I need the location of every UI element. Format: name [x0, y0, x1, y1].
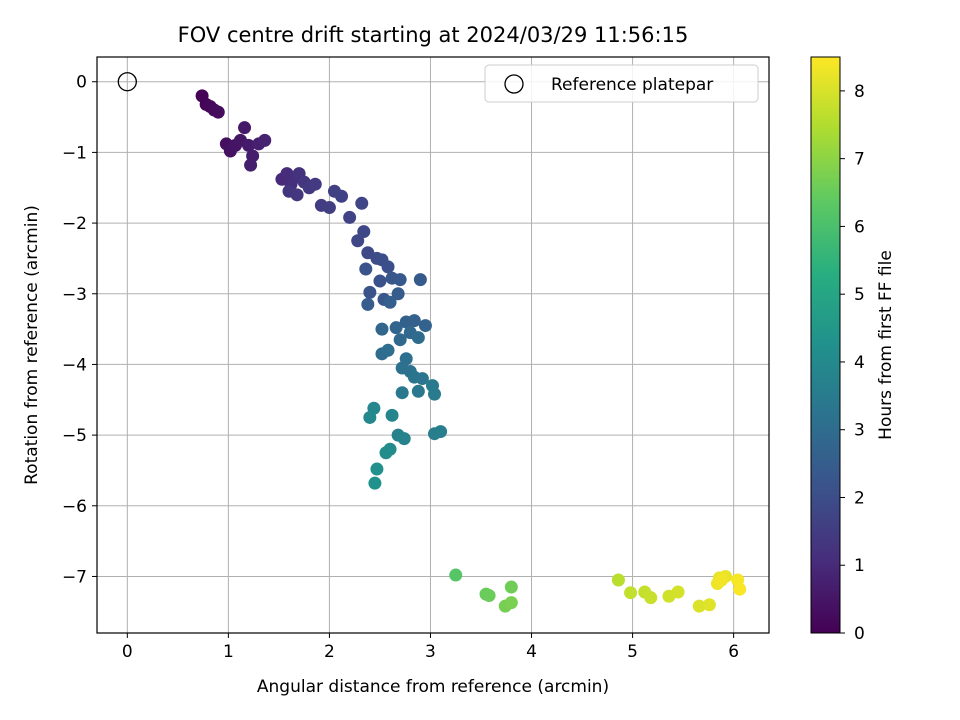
- scatter-point: [418, 319, 432, 333]
- scatter-point: [363, 410, 377, 424]
- scatter-point: [379, 446, 393, 460]
- scatter-point: [351, 234, 365, 248]
- legend-box: [484, 64, 759, 103]
- colorbar-tick-label: 2: [854, 488, 865, 508]
- x-tick-label: 3: [425, 642, 436, 662]
- reference-point: [117, 72, 137, 92]
- scatter-point: [343, 210, 357, 224]
- reference-marker: [117, 72, 137, 92]
- scatter-point: [359, 262, 373, 276]
- scatter-point: [381, 260, 395, 274]
- y-axis-label: Rotation from reference (arcmin): [22, 205, 42, 485]
- chart-title: FOV centre drift starting at 2024/03/29 …: [178, 23, 689, 47]
- scatter-point: [393, 333, 407, 347]
- scatter-point: [733, 582, 747, 596]
- colorbar: [810, 56, 841, 634]
- scatter-point: [692, 599, 706, 613]
- y-tick-label: −1: [62, 143, 87, 163]
- colorbar-tick-label: 4: [854, 353, 865, 373]
- y-tick-label: −5: [62, 426, 87, 446]
- scatter-point: [238, 121, 252, 135]
- y-tick-label: −4: [62, 355, 87, 375]
- scatter-point: [504, 596, 518, 610]
- scatter-point: [411, 384, 425, 398]
- colorbar-tick-label: 6: [854, 217, 865, 237]
- scatter-point: [389, 321, 403, 335]
- colorbar-tick-label: 8: [854, 82, 865, 102]
- colorbar-tick-label: 1: [854, 556, 865, 576]
- scatter-point: [397, 432, 411, 446]
- scatter-point: [395, 386, 409, 400]
- scatter-point: [242, 138, 256, 152]
- legend-marker-reference: [504, 74, 524, 94]
- y-tick-label: 0: [76, 73, 87, 93]
- y-tick-label: −7: [62, 567, 87, 587]
- scatter-point: [449, 568, 463, 582]
- scatter-point: [385, 408, 399, 422]
- x-axis-ticks: 0 1 2 3 4 5 6: [122, 633, 739, 662]
- colorbar-ticks: 0 1 2 3 4 5 6 7 8: [840, 82, 865, 644]
- scatter-point: [504, 580, 518, 594]
- scatter-point: [611, 573, 625, 587]
- colorbar-tick-label: 0: [854, 624, 865, 644]
- scatter-point: [482, 589, 496, 603]
- scatter-point: [322, 201, 336, 215]
- scatter-point: [393, 273, 407, 287]
- scatter-point: [411, 331, 425, 345]
- scatter-point: [407, 314, 421, 328]
- colorbar-tick-label: 3: [854, 421, 865, 441]
- x-tick-label: 0: [122, 642, 133, 662]
- scatter-point: [357, 225, 371, 239]
- scatter-point: [290, 188, 304, 202]
- scatter-point: [624, 586, 638, 600]
- scatter-point: [644, 591, 658, 605]
- scatter-point: [434, 425, 448, 439]
- scatter-point: [363, 285, 377, 299]
- scatter-points: [195, 89, 747, 613]
- y-tick-label: −3: [62, 285, 87, 305]
- scatter-point: [361, 297, 375, 311]
- scatter-point: [383, 295, 397, 309]
- scatter-point: [381, 343, 395, 357]
- y-tick-label: −2: [62, 214, 87, 234]
- x-tick-label: 5: [627, 642, 638, 662]
- x-tick-label: 1: [223, 642, 234, 662]
- scatter-point: [211, 105, 225, 119]
- scatter-point: [413, 273, 427, 287]
- scatter-point: [373, 274, 387, 288]
- colorbar-tick-label: 5: [854, 285, 865, 305]
- x-tick-label: 2: [324, 642, 335, 662]
- scatter-point: [415, 372, 429, 386]
- scatter-point: [702, 598, 716, 612]
- x-axis-label: Angular distance from reference (arcmin): [257, 677, 609, 697]
- scatter-point: [355, 196, 369, 210]
- scatter-point: [428, 387, 442, 401]
- scatter-point: [391, 287, 405, 301]
- legend: Reference platepar: [484, 64, 759, 103]
- scatter-point: [335, 189, 349, 203]
- scatter-point: [368, 476, 382, 490]
- y-axis-ticks: 0 −1 −2 −3 −4 −5 −6 −7: [62, 73, 97, 587]
- colorbar-tick-label: 7: [854, 150, 865, 170]
- x-tick-label: 6: [728, 642, 739, 662]
- plot-area-frame: [96, 56, 770, 634]
- x-tick-label: 4: [526, 642, 537, 662]
- y-tick-label: −6: [62, 497, 87, 517]
- grid-lines: [97, 57, 769, 633]
- scatter-point: [370, 462, 384, 476]
- scatter-point: [671, 585, 685, 599]
- scatter-point: [258, 133, 272, 147]
- scatter-point: [715, 573, 729, 587]
- colorbar-label: Hours from first FF file: [876, 250, 896, 440]
- scatter-point: [308, 177, 322, 191]
- legend-label-reference: Reference platepar: [551, 75, 713, 95]
- scatter-point: [244, 158, 258, 172]
- scatter-point: [375, 322, 389, 336]
